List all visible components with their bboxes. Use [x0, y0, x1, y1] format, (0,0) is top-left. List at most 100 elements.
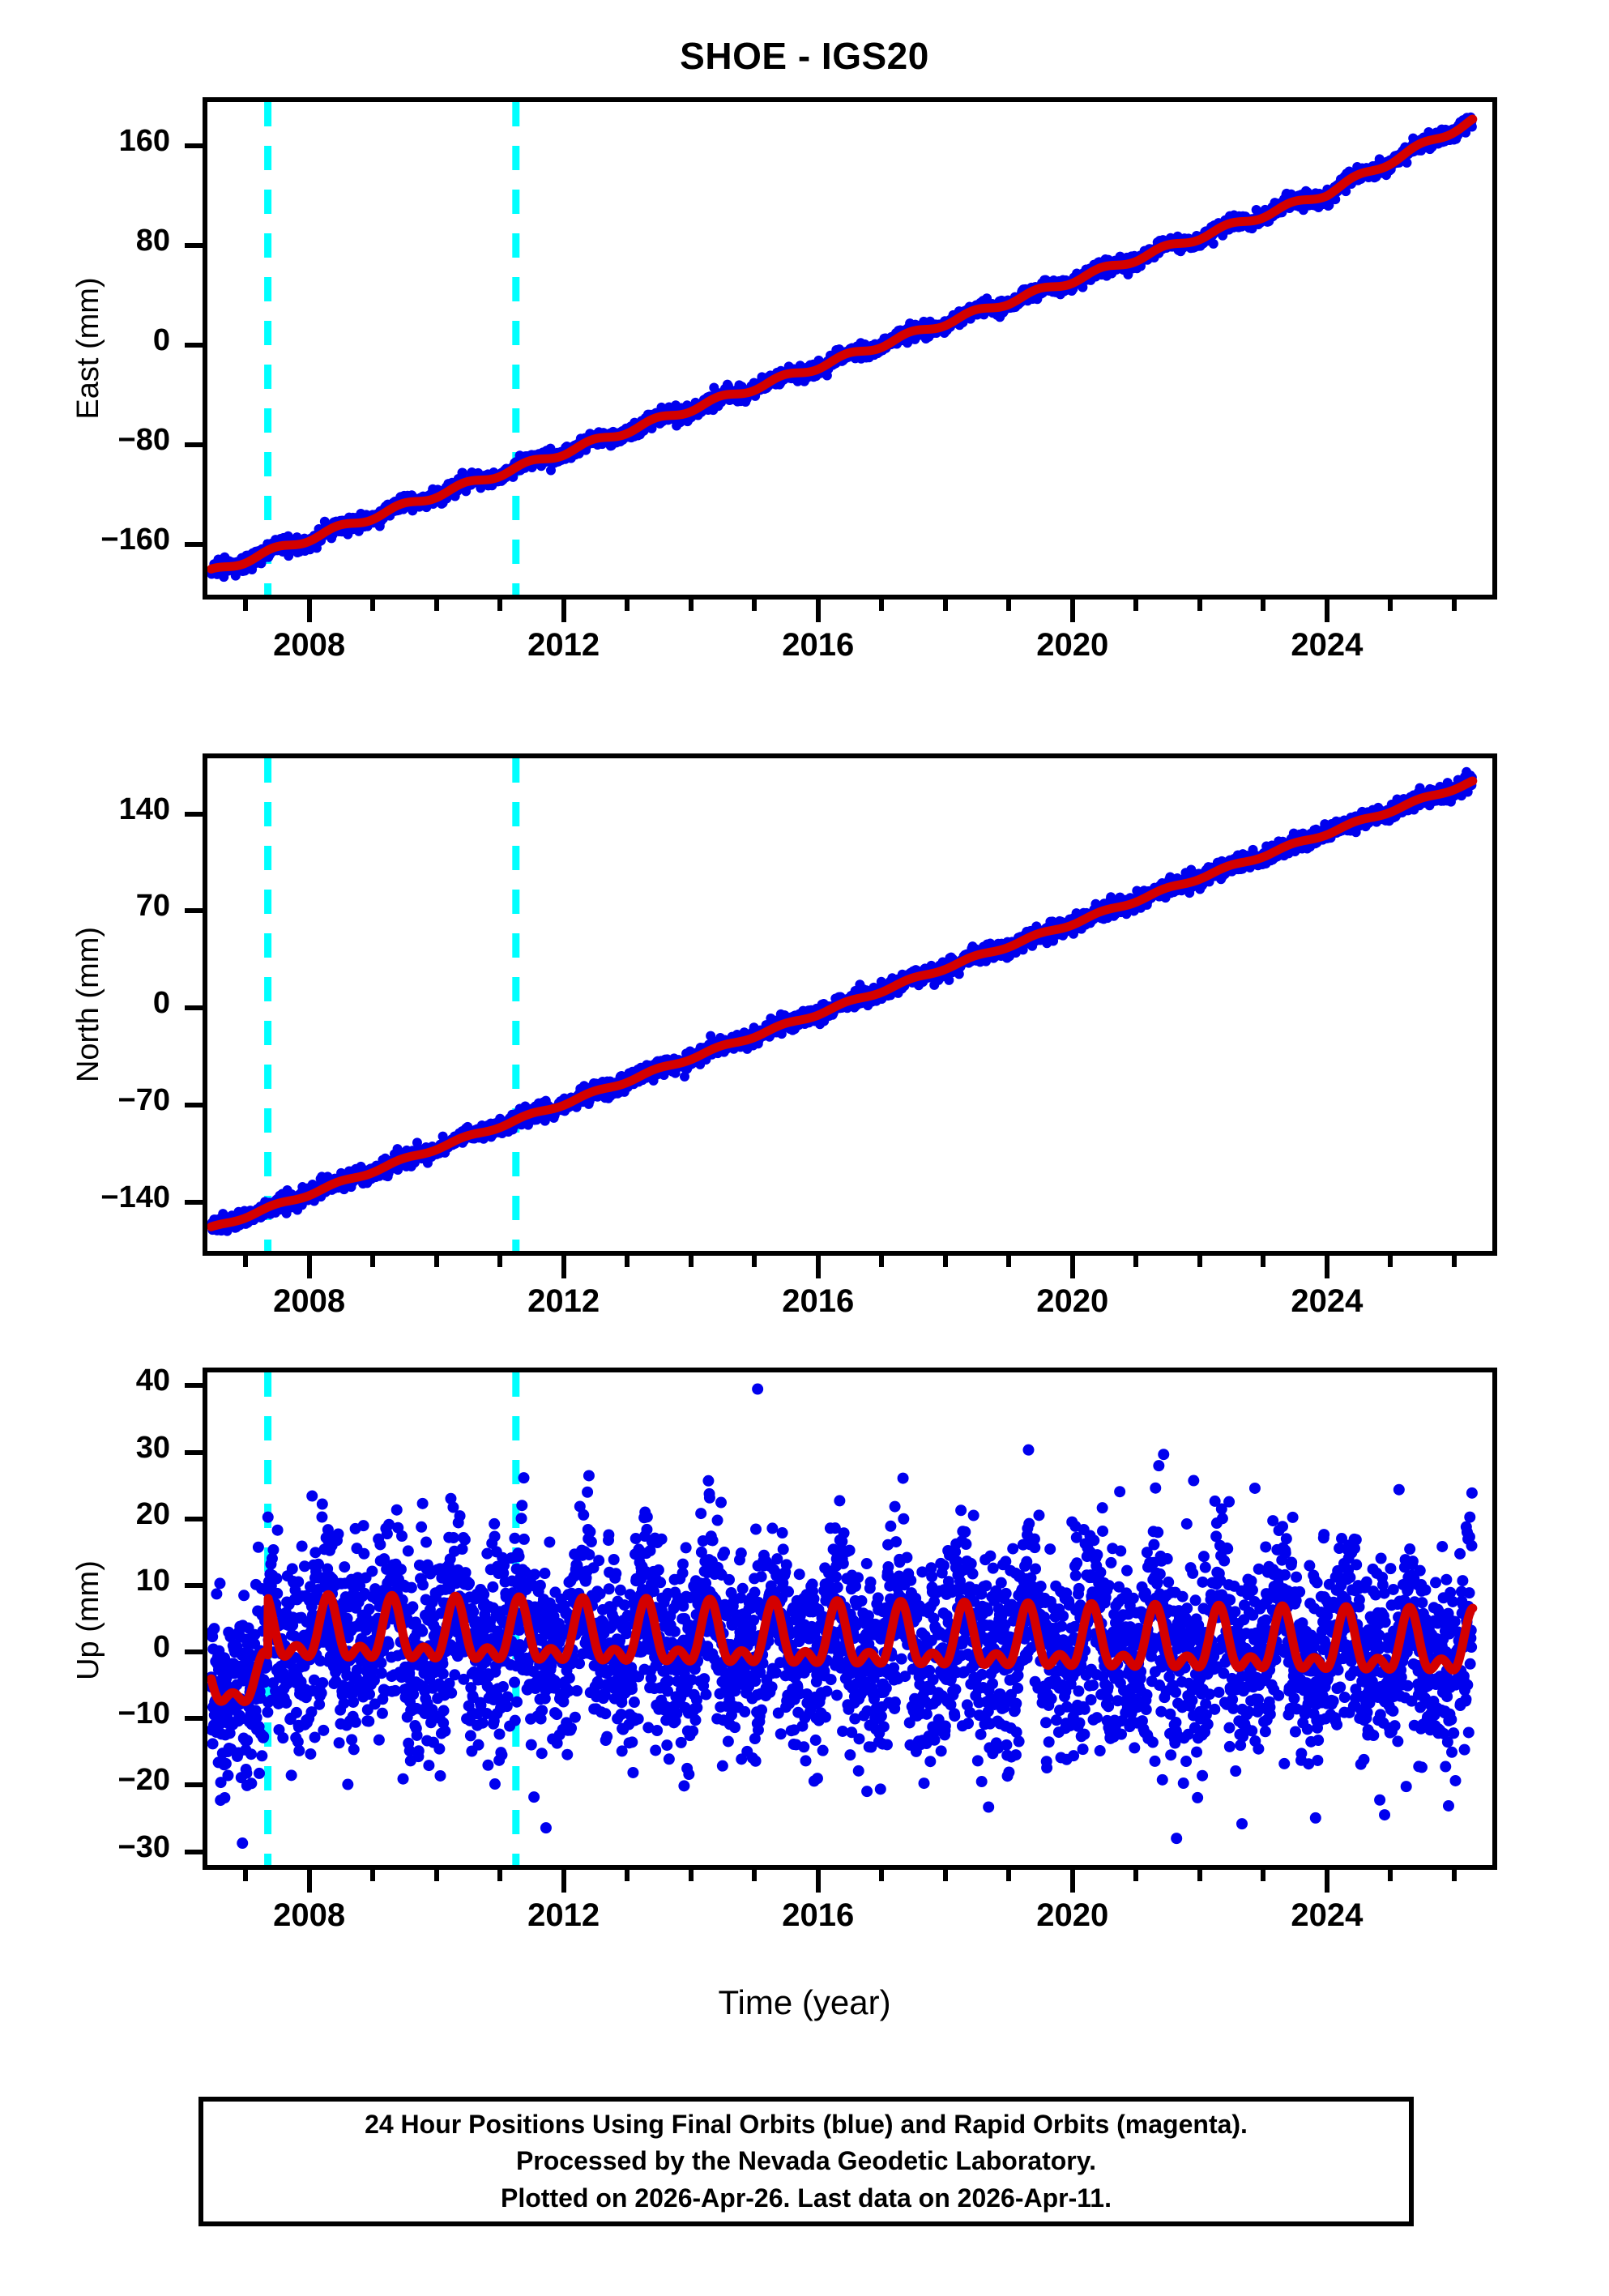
x-tick-north-2022	[1197, 1251, 1202, 1267]
plot-canvas-north	[207, 758, 1478, 1251]
outlier-points	[752, 1383, 764, 1395]
x-tick-up-2007	[243, 1865, 249, 1881]
x-tick-east-2018	[942, 595, 948, 611]
x-tick-up-2014	[688, 1865, 694, 1881]
axis-label-time: Time (year)	[718, 1983, 891, 2021]
x-tick-up-2012	[561, 1865, 566, 1893]
model-fit-curve	[207, 114, 1478, 574]
y-tick-up-3	[185, 1582, 203, 1588]
page-title: SHOE - IGS20	[680, 35, 929, 77]
x-tick-up-2011	[497, 1865, 503, 1881]
y-tick-label-up-7: −30	[117, 1829, 170, 1864]
y-tick-label-east-1: 80	[135, 224, 170, 258]
y-tick-up-2	[185, 1516, 203, 1521]
x-tick-east-2022	[1197, 595, 1202, 611]
x-tick-north-2012	[561, 1251, 566, 1278]
y-tick-east-1	[185, 243, 203, 248]
x-tick-up-2010	[433, 1865, 439, 1881]
y-tick-east-2	[185, 343, 203, 348]
y-tick-label-north-0: 140	[118, 792, 170, 826]
y-tick-east-4	[185, 542, 203, 548]
caption-line-2: Processed by the Nevada Geodetic Laborat…	[515, 2146, 1097, 2176]
x-tick-north-2020	[1069, 1251, 1075, 1278]
x-tick-up-2015	[752, 1865, 758, 1881]
y-tick-north-0	[185, 811, 203, 817]
y-tick-label-up-5: −10	[117, 1696, 170, 1731]
x-tick-up-2022	[1197, 1865, 1202, 1881]
x-tick-north-2026	[1451, 1251, 1457, 1267]
x-tick-east-2011	[497, 595, 503, 611]
x-tick-label-north-2020: 2020	[1036, 1283, 1109, 1319]
x-tick-label-up-2012: 2012	[527, 1897, 600, 1933]
y-tick-east-0	[185, 143, 203, 148]
x-tick-north-2019	[1006, 1251, 1012, 1267]
x-tick-north-2023	[1261, 1251, 1266, 1267]
x-tick-up-2018	[942, 1865, 948, 1881]
plot-area-north	[203, 753, 1497, 1256]
x-tick-north-2016	[815, 1251, 821, 1278]
x-tick-up-2023	[1261, 1865, 1266, 1881]
x-tick-north-2015	[752, 1251, 758, 1267]
x-tick-east-2026	[1451, 595, 1457, 611]
x-tick-east-2010	[433, 595, 439, 611]
x-tick-east-2017	[879, 595, 885, 611]
y-tick-north-4	[185, 1200, 203, 1206]
x-tick-label-east-2016: 2016	[782, 627, 855, 663]
caption-line-1: 24 Hour Positions Using Final Orbits (bl…	[365, 2109, 1248, 2139]
x-tick-label-north-2024: 2024	[1291, 1283, 1364, 1319]
x-tick-up-2026	[1451, 1865, 1457, 1881]
x-tick-up-2017	[879, 1865, 885, 1881]
x-tick-up-2016	[815, 1865, 821, 1893]
y-tick-label-east-3: −80	[117, 423, 170, 458]
data-points-final-orbits	[207, 112, 1477, 583]
y-tick-label-up-2: 20	[135, 1496, 170, 1531]
x-tick-label-north-2016: 2016	[782, 1283, 855, 1319]
plot-canvas-up	[207, 1372, 1478, 1865]
x-tick-up-2009	[370, 1865, 376, 1881]
x-tick-label-up-2008: 2008	[273, 1897, 346, 1933]
x-tick-north-2021	[1133, 1251, 1139, 1267]
x-tick-east-2009	[370, 595, 376, 611]
x-tick-north-2018	[942, 1251, 948, 1267]
x-tick-up-2013	[625, 1865, 630, 1881]
x-tick-north-2024	[1324, 1251, 1329, 1278]
y-tick-label-north-1: 70	[135, 889, 170, 924]
data-points-final-orbits	[207, 1444, 1478, 1850]
x-tick-north-2008	[306, 1251, 312, 1278]
x-tick-east-2013	[625, 595, 630, 611]
x-tick-east-2023	[1261, 595, 1266, 611]
x-tick-east-2019	[1006, 595, 1012, 611]
x-tick-label-up-2024: 2024	[1291, 1897, 1364, 1933]
plot-canvas-east	[207, 102, 1478, 595]
y-tick-label-up-6: −20	[117, 1763, 170, 1798]
model-fit-curve	[207, 1590, 1478, 1706]
y-tick-up-7	[185, 1849, 203, 1854]
x-tick-north-2010	[433, 1251, 439, 1267]
x-tick-east-2021	[1133, 595, 1139, 611]
x-tick-east-2015	[752, 595, 758, 611]
y-tick-up-1	[185, 1449, 203, 1455]
y-tick-east-3	[185, 442, 203, 448]
x-tick-label-up-2020: 2020	[1036, 1897, 1109, 1933]
y-tick-north-2	[185, 1005, 203, 1011]
x-tick-north-2007	[243, 1251, 249, 1267]
y-tick-up-0	[185, 1383, 203, 1389]
y-tick-label-up-4: 0	[152, 1630, 170, 1665]
x-tick-east-2007	[243, 595, 249, 611]
x-tick-up-2020	[1069, 1865, 1075, 1893]
x-tick-label-east-2012: 2012	[527, 627, 600, 663]
plot-area-east	[203, 97, 1497, 600]
y-tick-up-4	[185, 1649, 203, 1655]
x-tick-label-north-2008: 2008	[273, 1283, 346, 1319]
y-tick-label-north-4: −140	[100, 1180, 170, 1215]
x-tick-label-up-2016: 2016	[782, 1897, 855, 1933]
x-tick-up-2008	[306, 1865, 312, 1893]
x-tick-north-2009	[370, 1251, 376, 1267]
x-tick-label-east-2008: 2008	[273, 627, 346, 663]
y-tick-north-3	[185, 1103, 203, 1108]
figure-caption: 24 Hour Positions Using Final Orbits (bl…	[198, 2097, 1414, 2226]
y-tick-label-north-2: 0	[152, 986, 170, 1021]
x-tick-east-2016	[815, 595, 821, 622]
x-tick-up-2025	[1388, 1865, 1393, 1881]
